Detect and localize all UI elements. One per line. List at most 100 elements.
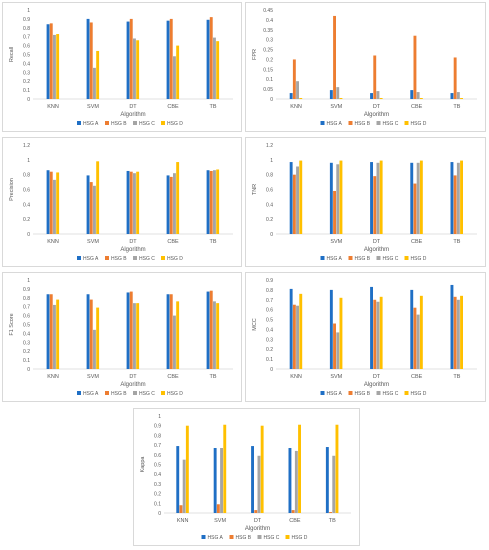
y-tick-label: 0.2 bbox=[23, 349, 30, 355]
bar-hsg-d-svm bbox=[96, 50, 100, 99]
x-tick-label: DT bbox=[373, 104, 381, 110]
chart-svg-tnr: 0 0.2 0.4 0.6 0.8 1 1.2 TNR SVM DT CBE TB Algorithm H… bbox=[252, 143, 477, 262]
legend-swatch-hsg-a bbox=[77, 391, 81, 395]
bar-hsg-a-cbe bbox=[166, 294, 170, 369]
bar-hsg-c-cbe bbox=[416, 92, 420, 99]
y-tick-label: 0.15 bbox=[263, 67, 273, 73]
y-tick-label: 0 bbox=[27, 367, 30, 373]
bar-hsg-c-dt bbox=[133, 38, 136, 99]
y-tick-label: 0.4 bbox=[23, 61, 30, 67]
y-tick-label: 0 bbox=[27, 232, 30, 238]
bar-hsg-c-knn bbox=[53, 179, 56, 234]
bar-hsg-d-cbe bbox=[419, 160, 423, 234]
bar-hsg-a-svm bbox=[329, 289, 333, 369]
legend-label-hsg-a: HSG A bbox=[327, 391, 343, 397]
bar-hsg-d-knn bbox=[56, 34, 60, 99]
legend-label-hsg-d: HSG D bbox=[167, 391, 183, 397]
bar-hsg-a-dt bbox=[126, 170, 130, 234]
bar-hsg-c-knn bbox=[182, 459, 186, 513]
legend-label-hsg-a: HSG A bbox=[208, 535, 224, 541]
y-tick-label: 0.8 bbox=[23, 26, 30, 32]
bar-hsg-d-svm bbox=[223, 424, 227, 513]
y-axis-label: Kappa bbox=[140, 456, 146, 473]
y-tick-label: 0.2 bbox=[23, 79, 30, 85]
bar-hsg-c-cbe bbox=[173, 56, 176, 99]
chart-svg-mcc: 0 0.1 0.2 0.3 0.4 0.5 0.6 0.7 0.8 0.9 MCC KNN SVM DT C… bbox=[252, 278, 477, 397]
legend-swatch-hsg-c bbox=[376, 121, 381, 125]
x-tick-label: DT bbox=[373, 239, 381, 245]
y-tick-label: 1 bbox=[270, 158, 273, 164]
legend-label-hsg-a: HSG A bbox=[83, 121, 99, 127]
bar-hsg-c-tb bbox=[213, 301, 216, 369]
y-tick-label: 0.25 bbox=[263, 48, 273, 54]
precision-chart-panel: 0 0.2 0.4 0.6 0.8 1 1.2 Precision KNN SVM DT CBE TB A… bbox=[2, 137, 242, 267]
bar-hsg-b-tb bbox=[209, 17, 213, 100]
legend-swatch-hsg-c bbox=[257, 535, 262, 539]
legend-swatch-hsg-d bbox=[404, 121, 409, 125]
bar-hsg-d-svm bbox=[96, 161, 100, 234]
legend-label-hsg-d: HSG D bbox=[167, 121, 183, 127]
bar-hsg-b-knn bbox=[179, 505, 183, 513]
bar-hsg-a-group-0 bbox=[289, 162, 293, 234]
x-tick-label: DT bbox=[129, 374, 137, 380]
legend-swatch-hsg-b bbox=[348, 391, 353, 395]
legend-swatch-hsg-a bbox=[320, 256, 325, 260]
bar-hsg-c-group-0 bbox=[296, 166, 299, 234]
mcc-chart-panel: 0 0.1 0.2 0.3 0.4 0.5 0.6 0.7 0.8 0.9 MCC KNN SVM DT C… bbox=[245, 272, 486, 402]
x-axis-label: Algorithm bbox=[120, 247, 145, 253]
y-tick-label: 0.6 bbox=[266, 188, 273, 194]
bar-hsg-c-cbe bbox=[416, 314, 420, 369]
bar-hsg-d-dt bbox=[379, 296, 383, 369]
legend-label-hsg-b: HSG B bbox=[236, 535, 252, 541]
bar-hsg-d-svm bbox=[339, 297, 343, 369]
bar-hsg-c-cbe bbox=[294, 450, 298, 513]
bar-hsg-a-dt bbox=[251, 446, 254, 513]
bar-hsg-a-tb bbox=[206, 19, 210, 99]
y-tick-label: 1 bbox=[27, 158, 30, 164]
bar-hsg-b-svm bbox=[216, 504, 220, 513]
legend-swatch-hsg-a bbox=[77, 256, 81, 260]
bar-hsg-d-cbe bbox=[176, 162, 180, 234]
y-tick-label: 0.1 bbox=[154, 501, 161, 507]
bar-hsg-a-cbe bbox=[166, 20, 170, 99]
y-axis-label: Precision bbox=[9, 178, 15, 201]
bar-hsg-a-knn bbox=[176, 446, 180, 513]
bar-hsg-a-tb bbox=[450, 93, 454, 99]
bar-hsg-b-knn bbox=[49, 23, 53, 100]
legend-label-hsg-d: HSG D bbox=[167, 256, 183, 262]
y-tick-label: 0.9 bbox=[23, 287, 30, 293]
x-tick-label: DT bbox=[373, 374, 381, 380]
y-axis-label: Recall bbox=[9, 47, 15, 62]
x-axis-label: Algorithm bbox=[245, 526, 270, 532]
y-tick-label: 0.3 bbox=[154, 482, 161, 488]
chart-svg-f1-score: 0 0.1 0.2 0.3 0.4 0.5 0.6 0.7 0.8 0.9 1 F1 Score KNN… bbox=[9, 278, 233, 397]
bar-hsg-b-tb bbox=[329, 512, 332, 513]
y-tick-label: 0.7 bbox=[23, 305, 30, 311]
bar-hsg-a-dt bbox=[370, 162, 373, 234]
x-tick-label: CBE bbox=[167, 104, 179, 110]
y-tick-label: 0.7 bbox=[266, 298, 273, 304]
y-tick-label: 0.4 bbox=[23, 331, 30, 337]
bar-hsg-c-tb bbox=[456, 162, 460, 234]
bar-hsg-a-cbe bbox=[410, 162, 414, 234]
y-tick-label: 0.35 bbox=[263, 28, 273, 34]
x-tick-label: TB bbox=[329, 518, 336, 524]
legend-swatch-hsg-c bbox=[376, 256, 381, 260]
bar-hsg-a-svm bbox=[329, 90, 333, 99]
bar-hsg-d-svm bbox=[339, 98, 343, 99]
legend-label-hsg-d: HSG D bbox=[411, 256, 427, 262]
bar-hsg-a-svm bbox=[329, 162, 333, 234]
y-tick-label: 1.2 bbox=[23, 143, 30, 149]
tnr-chart-panel: 0 0.2 0.4 0.6 0.8 1 1.2 TNR SVM DT CBE TB Algorithm H… bbox=[245, 137, 486, 267]
x-tick-label: SVM bbox=[330, 239, 342, 245]
kappa-chart-panel: 0 0.1 0.2 0.3 0.4 0.5 0.6 0.7 0.8 0.9 1 Kappa KNN SVM… bbox=[133, 408, 360, 546]
y-tick-label: 1 bbox=[158, 414, 161, 420]
y-tick-label: 0.45 bbox=[263, 8, 273, 14]
bar-hsg-b-svm bbox=[333, 323, 336, 369]
chart-svg-kappa: 0 0.1 0.2 0.3 0.4 0.5 0.6 0.7 0.8 0.9 1 Kappa KNN SVM… bbox=[140, 414, 351, 541]
bar-hsg-c-dt bbox=[376, 91, 380, 99]
bar-hsg-a-svm bbox=[86, 175, 90, 234]
y-tick-label: 0.6 bbox=[154, 453, 161, 459]
bar-hsg-b-tb bbox=[453, 296, 457, 369]
bar-hsg-a-knn bbox=[289, 288, 293, 369]
